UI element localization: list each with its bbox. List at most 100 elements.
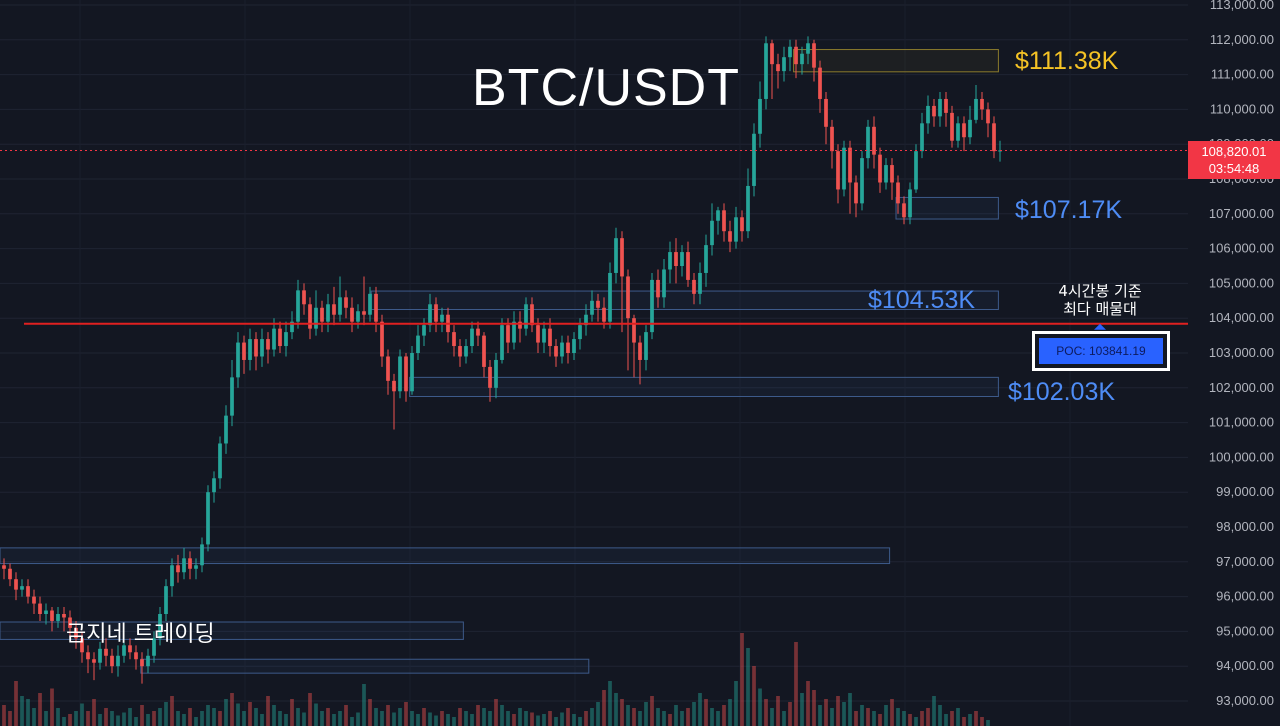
poc-pointer-icon [1094, 323, 1106, 330]
candle-body [602, 307, 606, 322]
price-zone [0, 547, 891, 565]
candle-body [734, 217, 738, 242]
candle-body [302, 290, 306, 305]
volume-bar [680, 711, 684, 726]
candle-body [668, 252, 672, 270]
volume-bar [632, 708, 636, 726]
volume-bar [740, 633, 744, 726]
volume-bar [932, 696, 936, 726]
candle-body [368, 293, 372, 315]
volume-bar [830, 708, 834, 726]
volume-bar [758, 688, 762, 726]
candle-body [836, 151, 840, 190]
candle-body [212, 478, 216, 493]
volume-bar [218, 711, 222, 726]
volume-bar [854, 711, 858, 726]
price-zone [0, 621, 464, 640]
volume-bar [512, 714, 516, 726]
level-label-107k: $107.17K [1015, 196, 1123, 224]
volume-bar [98, 714, 102, 726]
candle-body [176, 565, 180, 573]
volume-bar [314, 703, 318, 726]
candle-body [896, 182, 900, 204]
volume-bar [416, 714, 420, 726]
price-tick-label: 96,000.00 [1216, 589, 1274, 604]
volume-bar [230, 693, 234, 726]
volume-bar [914, 717, 918, 726]
candle-body [674, 252, 678, 266]
volume-bar [788, 702, 792, 726]
volume-bar [518, 708, 522, 726]
candle-body [506, 325, 510, 343]
candle-body [584, 314, 588, 326]
candle-body [374, 293, 378, 322]
price-axis[interactable]: 113,000.00 112,000.00 111,000.00 110,000.00… [1209, 0, 1274, 708]
candle-body [326, 304, 330, 322]
candle-body [806, 43, 810, 54]
volume-bar [644, 702, 648, 726]
candle-body [38, 603, 42, 614]
volume-bar [176, 711, 180, 726]
volume-bar [242, 711, 246, 726]
volume-bar [542, 714, 546, 726]
volume-bar [800, 693, 804, 726]
candle-body [902, 203, 906, 218]
candle-body [572, 339, 576, 353]
price-tick-label: 99,000.00 [1216, 484, 1274, 499]
volume-bar [170, 696, 174, 726]
candle-body [464, 346, 468, 357]
candle-body [80, 638, 84, 653]
candle-body [194, 565, 198, 569]
candle-body [494, 359, 498, 388]
volume-bar [152, 711, 156, 726]
candle-body [950, 112, 954, 141]
candle-body [350, 307, 354, 322]
volume-bar [278, 711, 282, 726]
candle-body [140, 659, 144, 667]
volume-bar [704, 699, 708, 726]
candle-body [692, 279, 696, 294]
volume-bar [308, 693, 312, 726]
volume-bar [38, 693, 42, 726]
price-tick-label: 97,000.00 [1216, 554, 1274, 569]
candle-body [530, 304, 534, 326]
candle-body [248, 339, 252, 360]
volume-bar [668, 714, 672, 726]
volume-bar [578, 717, 582, 726]
candle-body [2, 565, 6, 569]
candle-body [842, 147, 846, 190]
candle-body [416, 335, 420, 353]
volume-bar [284, 714, 288, 726]
volume-bar [122, 712, 126, 726]
volume-bar [44, 711, 48, 726]
volume-bar [422, 708, 426, 726]
price-tick-label: 104,000.00 [1209, 310, 1274, 325]
candle-body [44, 610, 48, 614]
price-tick-label: 94,000.00 [1216, 658, 1274, 673]
poc-annotation: 4시간봉 기준 최다 매물대 [1030, 282, 1170, 318]
volume-bar [146, 714, 150, 726]
price-tick-label: 100,000.00 [1209, 449, 1274, 464]
candle-body [332, 304, 336, 315]
volume-bar [836, 696, 840, 726]
candle-body [278, 328, 282, 347]
level-label-111k: $111.38K [1015, 47, 1119, 75]
volume-bar [554, 717, 558, 726]
candle-body [524, 304, 528, 329]
candle-body [512, 321, 516, 343]
poc-label-box: POC: 103841.19 [1032, 331, 1170, 371]
candle-body [500, 325, 504, 360]
volume-bar [50, 688, 54, 726]
volume-bar [482, 708, 486, 726]
volume-bar [896, 708, 900, 726]
volume-bar [920, 711, 924, 726]
last-price-value: 108,820.01 [1201, 144, 1267, 159]
poc-annotation-line1: 4시간봉 기준 [1058, 282, 1142, 300]
volume-bar [848, 693, 852, 726]
candle-body [632, 318, 636, 343]
price-zone [793, 49, 999, 73]
candle-body [878, 154, 882, 183]
candle-body [854, 182, 858, 204]
candle-body [554, 346, 558, 357]
